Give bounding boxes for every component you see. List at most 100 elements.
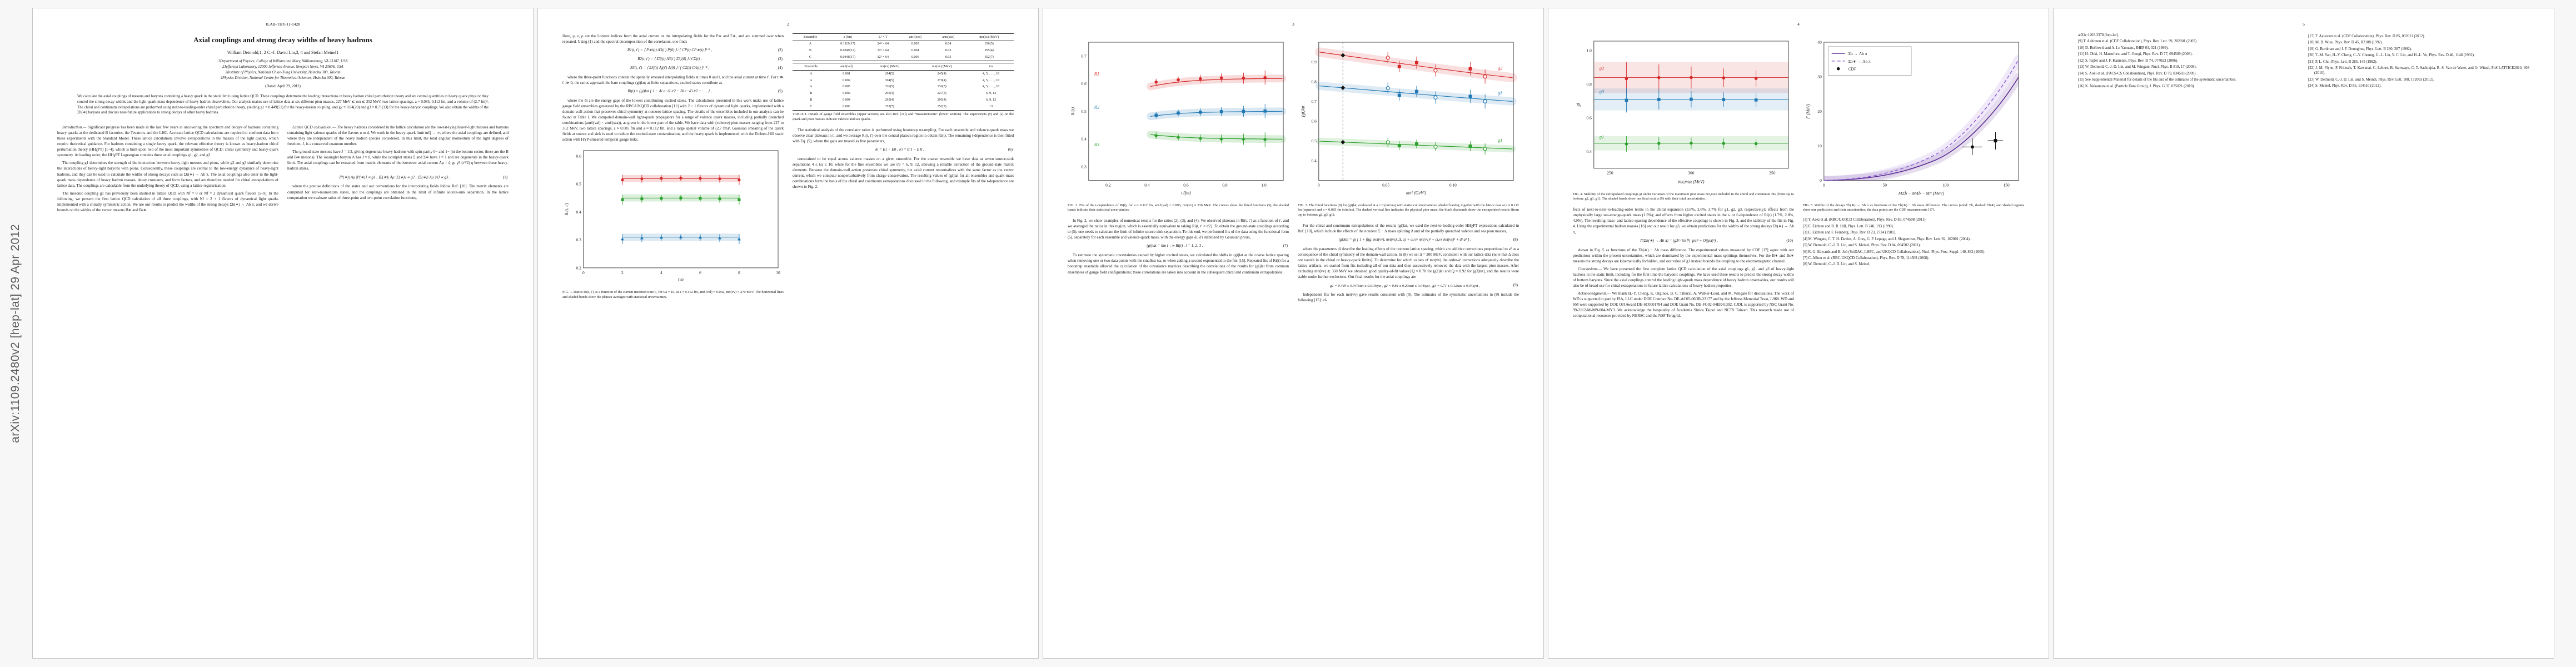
display-equation: ⟨P(∗)| Aμ |P(∗)⟩ ∝ g1 , ⟨Σ(∗)| Aμ |Σ(∗)⟩… <box>288 175 507 181</box>
table-row: C 0.0848(17) 32³ × 64 0.006 0.03 352(7) <box>793 54 1014 61</box>
figure-3: g2 g3 g1 0.4 0.5 0.6 0.7 0.8 0.9 0 0.05 … <box>1298 36 1519 202</box>
page1-column-2: Lattice QCD calculation.— The heavy hadr… <box>287 125 509 203</box>
display-equation: (gi)lat = gi [ 1 + fi(g, mπ(vv), mπ(vs),… <box>1299 237 1518 243</box>
equation-body: g1 = 0.449 ± 0.047stat ± 0.019syst , g2 … <box>1330 283 1480 288</box>
g2-points <box>1386 56 1487 79</box>
display-equation: R1(t, t′) = ⟨ P∗i(t) A3(t′) P(0) ⟩ ∕ [ C… <box>564 48 783 53</box>
reference-list: [1] Y. Aoki et al. (RBC/UKQCD Collaborat… <box>1803 218 2024 267</box>
svg-text:0.3: 0.3 <box>1082 164 1087 169</box>
paragraph-text: The statistical analysis of the correlat… <box>793 127 1014 143</box>
equation-number: (4) <box>778 66 783 70</box>
svg-text:0.7: 0.7 <box>1312 99 1317 104</box>
equation-body: R1(t, t′) = ⟨ P∗i(t) A3(t′) P(0) ⟩ ∕ [ C… <box>627 48 712 53</box>
paragraph-text: shown in Fig. 5 as functions of the Σb(∗… <box>1573 247 1794 263</box>
authors-line: William Detmold,1, 2 C.-J. David Lin,3, … <box>227 50 339 55</box>
figure-1: 0.2 0.3 0.4 0.5 0.6 0 2 4 6 8 10 t′/a Ri… <box>562 145 784 289</box>
table-row: B 0.0849(12) 32³ × 64 0.004 0.03 295(4) <box>809 49 994 53</box>
paragraph-text: The ground-state mesons have J = 1/2, gi… <box>287 150 509 171</box>
series-r2-points <box>1154 109 1267 117</box>
equation-number: (5) <box>778 89 783 94</box>
reference-item: [8] W. Detmold, C.-J. D. Lin, and S. Mei… <box>1803 262 1871 267</box>
legend: Σb → Λb π Σb∗ → Λb π CDF <box>1828 46 1912 76</box>
page-5: 5 arXiv:1203.3378 [hep-lat]. [9] T. Aalt… <box>2053 8 2554 659</box>
axis-tick-labels: 0 10 20 30 40 0 50 100 150 <box>1817 39 2010 187</box>
reference-item: [16] K. Nakamura et al. (Particle Data G… <box>2078 84 2195 88</box>
svg-text:0.8: 0.8 <box>1587 82 1592 87</box>
figure-1-plot: 0.2 0.3 0.4 0.5 0.6 0 2 4 6 8 10 t′/a Ri… <box>562 145 784 289</box>
y-axis-label: (gi)lat <box>1301 106 1306 117</box>
paragraph-text: Independent fits for each mπ(vv) gave re… <box>1298 292 1519 303</box>
cdf-points <box>1970 139 1997 149</box>
reference-item: [18] M. B. Wise, Phys. Rev. D 45, R2188 … <box>2308 41 2383 45</box>
paragraph-text: We thank H.-Y. Cheng, K. Orginos, B. C. … <box>1573 291 1794 318</box>
paragraph: The coupling g1 determines the strength … <box>57 160 278 188</box>
page-2: 2 Here, μ, ν, ρ are the Lorentz indices … <box>537 8 1039 659</box>
reference-item: [7] C. Allton et al. (RBC-UKQCD Collabor… <box>1803 256 1930 260</box>
svg-text:250: 250 <box>1607 171 1613 176</box>
paragraph: Acknowledgments.— We thank H.-Y. Cheng, … <box>1573 291 1794 318</box>
svg-text:g1: g1 <box>1600 134 1604 140</box>
paragraph: fects of next-to-next-to-leading-order t… <box>1573 207 1794 235</box>
figure-caption: FIG. 4. Stability of the extrapolated co… <box>1573 192 1794 201</box>
paragraph: Independent fits for each mπ(vv) gave re… <box>1298 292 1519 303</box>
section-lead: Conclusions.— <box>1578 266 1602 271</box>
svg-text:0.6: 0.6 <box>1312 119 1317 124</box>
x-axis-label: mπ,max (MeV) <box>1678 180 1705 185</box>
equation-body: Γ(Σb(∗) → Λb π) = (g3² ∕ 6π f²) |pπ|³ + … <box>1640 238 1718 243</box>
extrapolated-points <box>1341 53 1346 145</box>
paragraph: The ground-state mesons have J = 1/2, gi… <box>287 149 509 171</box>
table-row: A 0.1119(17) 24³ × 64 0.005 0.04 336(5) <box>809 42 994 46</box>
page-number: 2 <box>787 22 789 27</box>
display-equation: Ri(t) = (gi)lat [ 1 − Ai e−δi t/2 − Bi e… <box>564 89 783 94</box>
figure-4: g2 g3 g1 0.4 0.6 0.8 1.0 250 300 350 mπ,… <box>1573 36 1794 191</box>
svg-text:0: 0 <box>582 270 585 275</box>
paragraph: constrained to be equal across valence m… <box>793 156 1014 190</box>
y-axis-label: Ri(t, t′) <box>564 202 569 216</box>
paragraph: The statistical analysis of the correlat… <box>793 127 1014 144</box>
plot-frame <box>1318 42 1514 181</box>
display-equation: R3(t, t′) = ⟨ Σ3j(t) Aj(t′) Λ(0) ⟩ ∕ [ C… <box>564 66 783 71</box>
svg-text:0.4: 0.4 <box>576 209 582 214</box>
reference-item: [21] P. L. Cho, Phys. Lett. B 285, 145 (… <box>2308 59 2378 64</box>
paragraph: Here, μ, ν, ρ are the Lorentz indices fr… <box>562 33 784 44</box>
g1-points <box>1386 140 1487 151</box>
table-row: A 0.002 304(5) 270(4) 4, 5, . . . , 10 <box>810 78 1000 82</box>
equation-body: Ri(t) = (gi)lat [ 1 − Ai e−δi t/2 − Bi e… <box>627 89 712 94</box>
x-axis-label: mπ² (GeV²) <box>1406 191 1426 196</box>
reference-item: [24] S. Meinel, Phys. Rev. D 85, 114510 … <box>2308 84 2381 88</box>
svg-text:1.0: 1.0 <box>1261 183 1267 188</box>
reference-item: [3] E. Eichten and F. Feinberg, Phys. Re… <box>1803 231 1896 235</box>
g3-points <box>1625 97 1758 102</box>
page5-column-1: arXiv:1203.3378 [hep-lat]. [9] T. Aalton… <box>2078 33 2299 91</box>
svg-text:Σb → Λb π: Σb → Λb π <box>1848 51 1867 56</box>
table-row: B 0.004 295(4) 295(4) 6, 9, 12 <box>810 98 996 102</box>
series-r3-points <box>620 235 741 240</box>
equation-body: δi = E1 − E0 , δ′i = E′1 − E′0 , <box>875 147 924 152</box>
svg-text:g2: g2 <box>1498 66 1503 71</box>
paragraph-text: The coupling g1 determines the strength … <box>57 161 278 188</box>
display-equation: R2(t, t′) = ⟨ Σ3j(t) A3(t′) Σ3j(0) ⟩ ∕ C… <box>564 57 783 62</box>
figure-5-plot: Σb → Λb π Σb∗ → Λb π CDF 0 10 20 30 40 0… <box>1803 36 2024 202</box>
figure-caption: FIG. 3. The fitted functions (8) for (gi… <box>1298 203 1519 217</box>
table-row: B 0.002 295(4) 227(3) 6, 9, 12 <box>810 92 996 96</box>
reference-item: [6] R. G. Edwards and B. Joó (SciDAC, LH… <box>1803 250 1986 254</box>
plot-frame <box>1088 42 1284 181</box>
svg-text:0.2: 0.2 <box>1105 183 1111 188</box>
paragraph: Lattice QCD calculation.— The heavy hadr… <box>287 125 509 147</box>
figure-4-plot: g2 g3 g1 0.4 0.6 0.8 1.0 250 300 350 mπ,… <box>1573 36 1794 191</box>
reference-item: [23] W. Detmold, C.-J. D. Lin, and S. Me… <box>2308 77 2434 82</box>
band-labels: g2 g3 g1 <box>1498 66 1503 143</box>
paragraph: Conclusions.— We have presented the firs… <box>1573 266 1794 288</box>
section-lead: Acknowledgments.— <box>1578 291 1611 296</box>
axis-tick-labels: 0.4 0.5 0.6 0.7 0.8 0.9 0 0.05 0.10 <box>1312 59 1457 188</box>
table-row: A 0.001 294(5) 245(4) 4, 5, . . . , 10 <box>810 72 1000 76</box>
page4-column-1: g2 g3 g1 0.4 0.6 0.8 1.0 250 300 350 mπ,… <box>1573 33 1794 321</box>
y-axis-label: Γ (MeV) <box>1806 104 1811 120</box>
svg-text:20: 20 <box>1817 109 1822 114</box>
reference-item: [19] G. Burdman and J. F. Donoghue, Phys… <box>2308 47 2412 51</box>
paragraph: In Fig. 2, we show examples of numerical… <box>1068 218 1289 240</box>
paragraph-text: constrained to be equal across valence m… <box>793 156 1014 190</box>
page3-column-1: R1 R2 R3 0.3 0.4 0.5 0.6 0.7 0.2 0.4 0.6… <box>1068 33 1289 277</box>
svg-text:R2: R2 <box>1094 104 1100 109</box>
